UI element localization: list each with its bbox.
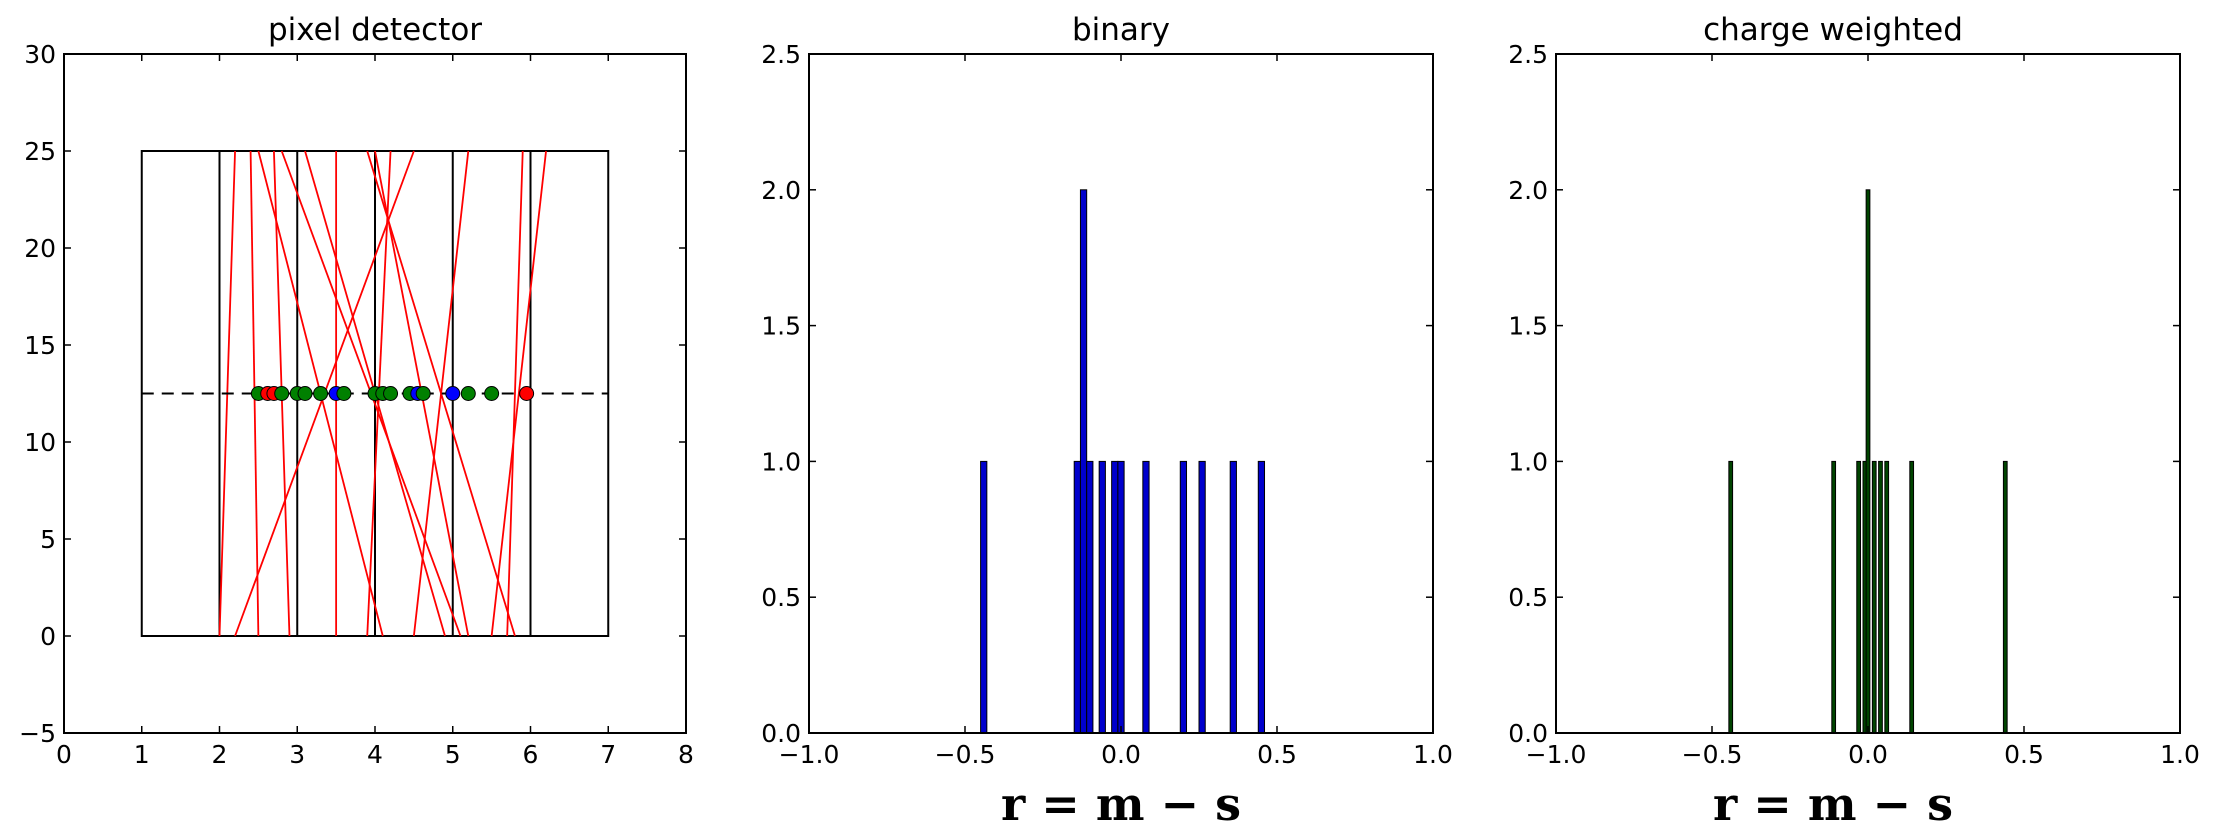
bar [1142,460,1150,734]
hit-point [415,386,431,401]
bar [1086,460,1094,734]
hit-point [297,386,313,401]
y-tick-label: 15 [24,331,56,360]
y-tick-label: 2.0 [761,176,801,205]
hit-point [336,386,352,401]
x-tick-label: 7 [600,740,616,769]
bar [1098,460,1106,734]
bar [1117,460,1125,734]
panel-charge-weighted: charge weighted −1.0 −0.5 0.0 0.5 1.0 0.0 0.5 1… [1508,12,2200,829]
y-tick-label: 2.0 [1508,176,1548,205]
x-tick-label: 1 [134,740,150,769]
bar [1111,460,1119,734]
y-tick-label: 1.5 [761,312,801,341]
y-tick-label: 1.5 [1508,312,1548,341]
x-tick-label: −1.0 [779,740,840,769]
x-tick-label: 5 [445,740,461,769]
track-line [490,150,547,637]
y-tick-label: −5 [19,719,56,748]
bar [1728,460,1734,734]
chart-title: charge weighted [1703,12,1963,48]
bar [1073,460,1081,734]
bar [1884,460,1890,734]
x-axis-label: r = m − s [1001,777,1241,829]
y-tick-label: 0 [40,622,56,651]
x-tick-label: −0.5 [1682,740,1743,769]
y-tick-label: 2.5 [761,40,801,69]
hit-point [274,386,290,401]
bar [1878,460,1883,734]
y-tick-label: 30 [24,40,56,69]
y-tick-label: 5 [40,525,56,554]
bar [1229,460,1237,734]
x-tick-label: 1.0 [2160,740,2200,769]
track-line [506,150,524,637]
x-tick-label: −1.0 [1526,740,1587,769]
hit-point [445,386,461,401]
hit-point [383,386,399,401]
bar [1257,460,1266,734]
x-tick-label: 0.5 [2004,740,2044,769]
hit-point [484,386,500,401]
x-tick-label: 0.0 [1848,740,1888,769]
y-tick-label: 0.0 [1508,719,1548,748]
x-tick-label: 2 [212,740,228,769]
x-tick-label: 4 [367,740,383,769]
hit-point [460,386,476,401]
bar [1871,460,1877,734]
bar [2002,460,2008,734]
x-tick-label: 1.0 [1413,740,1453,769]
y-tick-label: 10 [24,428,56,457]
x-tick-label: 0.0 [1101,740,1141,769]
x-axis-label: r = m − s [1713,777,1953,829]
panel-binary: binary −1.0 −0.5 0.0 0.5 1.0 0.0 0.5 1.0 1.5 2.0 2… [761,12,1453,829]
chart-title: pixel detector [268,12,482,48]
x-tick-label: 0 [56,740,72,769]
chart-title: binary [1072,12,1170,48]
bar [1079,189,1088,734]
bar [1865,189,1871,734]
x-tick-label: 8 [678,740,694,769]
hit-point [313,386,329,401]
y-tick-label: 0.0 [761,719,801,748]
y-tick-label: 20 [24,234,56,263]
bar [1856,460,1862,734]
bar [1909,460,1915,734]
x-tick-label: −0.5 [935,740,996,769]
y-tick-label: 1.0 [1508,447,1548,476]
x-tick-label: 0.5 [1257,740,1297,769]
bar [1831,460,1837,734]
y-tick-label: 0.5 [1508,583,1548,612]
y-tick-label: 0.5 [761,583,801,612]
y-tick-label: 2.5 [1508,40,1548,69]
x-tick-label: 3 [289,740,305,769]
bar [1198,460,1206,734]
y-tick-label: 1.0 [761,447,801,476]
bar [1179,460,1188,734]
track-line [412,150,470,637]
bar [980,460,988,734]
x-tick-label: 6 [523,740,539,769]
hit-point [519,386,535,401]
y-tick-label: 25 [24,137,56,166]
